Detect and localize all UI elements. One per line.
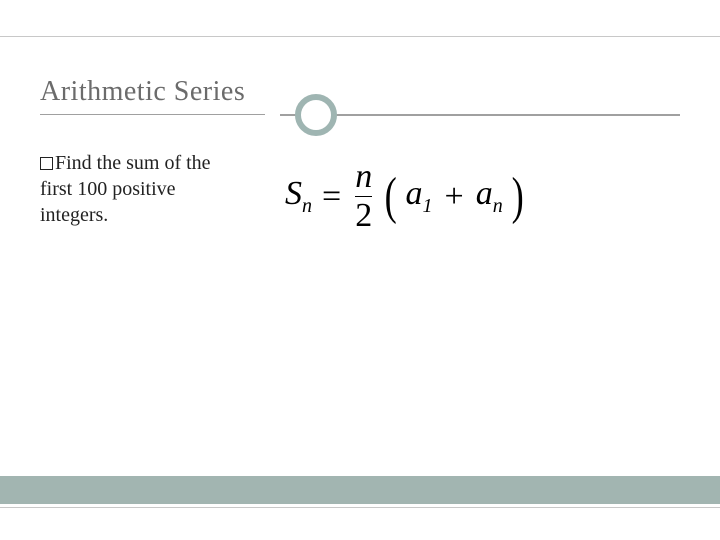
bottom-border-line [0,507,720,508]
arithmetic-series-formula: Sn = n 2 ( a1 + an ) [285,160,680,233]
fraction-denominator: 2 [355,196,372,233]
bottom-accent-band [0,476,720,504]
symbol-a: a [406,175,423,212]
bullet-text-line1: Find the sum of the [55,152,211,174]
square-bullet-icon [40,157,53,170]
bullet-text-line2: first 100 positive [40,178,176,200]
subscript-1: 1 [423,195,433,217]
symbol-S: S [285,175,302,212]
bullet-text-line3: integers. [40,204,108,226]
slide-title: Arithmetic Series [40,76,245,108]
bullet-item: Find the sum of the first 100 positive i… [40,150,265,228]
fraction-n-over-2: n 2 [355,160,372,233]
subscript-n: n [493,195,503,217]
fraction-numerator: n [355,160,372,196]
right-paren: ) [511,176,523,218]
plus-sign: + [439,178,470,216]
bullet-column: Find the sum of the first 100 positive i… [40,150,265,233]
term-a1: a1 [406,175,433,218]
title-area: Arithmetic Series [40,68,680,128]
title-underline [40,114,265,115]
subscript-n: n [302,195,312,217]
circle-accent-icon [295,94,337,136]
symbol-a: a [476,175,493,212]
formula-column: Sn = n 2 ( a1 + an ) [285,150,680,233]
term-an: an [476,175,503,218]
content-area: Find the sum of the first 100 positive i… [40,150,680,233]
equals-sign: = [318,178,345,216]
title-horizontal-rule [280,114,680,116]
formula-S: Sn [285,175,312,218]
top-border-line [0,36,720,37]
left-paren: ( [385,176,397,218]
slide: Arithmetic Series Find the sum of the fi… [0,0,720,540]
